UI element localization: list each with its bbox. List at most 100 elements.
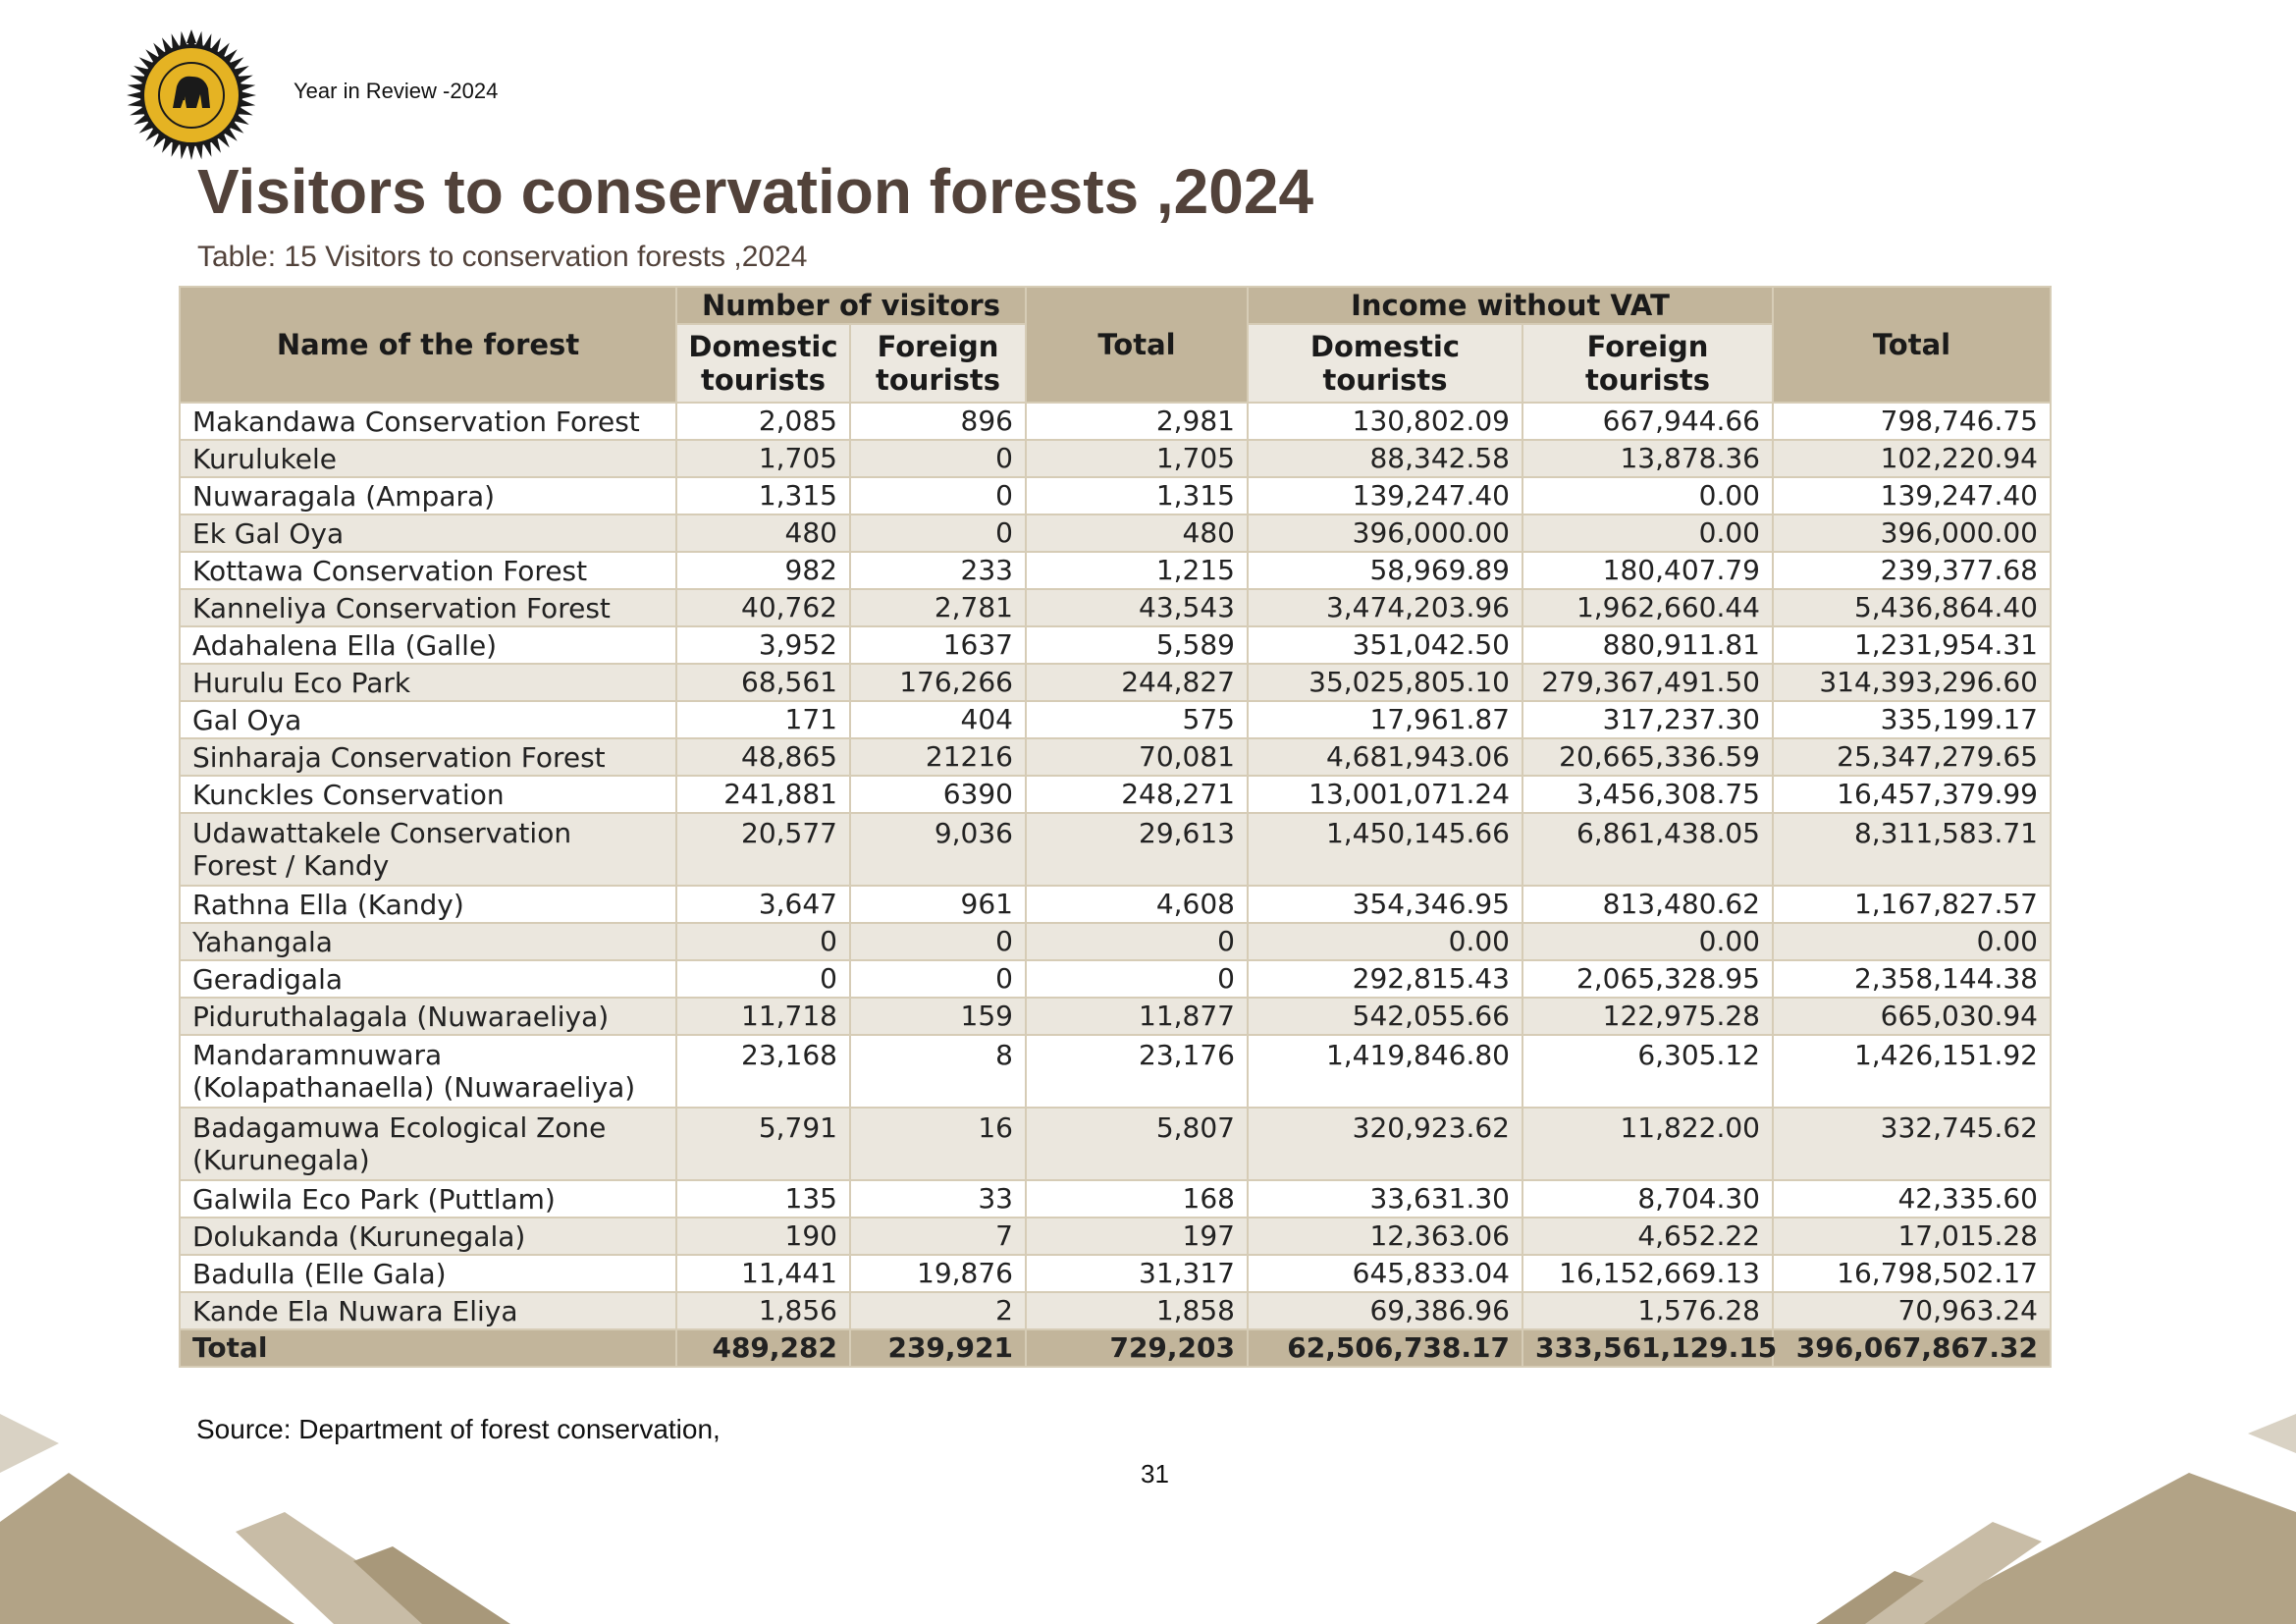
forest-name-cell: Makandawa Conservation Forest	[179, 402, 677, 441]
income-domestic-cell: 17,961.87	[1247, 700, 1523, 739]
header-income-total: Total	[1772, 286, 2052, 404]
forest-name-cell: Nuwaragala (Ampara)	[179, 476, 677, 515]
visitors-domestic-cell: 40,762	[675, 588, 851, 627]
income-domestic-cell: 130,802.09	[1247, 402, 1523, 441]
income-total-cell: 332,745.62	[1772, 1107, 2052, 1181]
income-total-cell: 8,311,583.71	[1772, 812, 2052, 887]
seal-ray	[171, 33, 181, 50]
visitors-total-cell: 5,807	[1025, 1107, 1249, 1181]
income-total-cell: 239,377.68	[1772, 551, 2052, 590]
total-label: Total	[179, 1328, 677, 1368]
table-row: Makandawa Conservation Forest 2,085 896 2,9…	[179, 402, 2052, 441]
source-note: Source: Department of forest conservatio…	[196, 1414, 721, 1444]
seal-ray	[180, 142, 188, 160]
total-income-total: 396,067,867.32	[1772, 1328, 2052, 1368]
income-foreign-cell: 0.00	[1522, 514, 1774, 553]
visitors-foreign-cell: 6390	[849, 775, 1027, 814]
visitors-total-cell: 11,877	[1025, 997, 1249, 1036]
forest-name-cell: Kurulukele	[179, 439, 677, 478]
seal-ray	[127, 98, 144, 107]
income-total-cell: 42,335.60	[1772, 1179, 2052, 1218]
header-income-foreign: Foreign tourists	[1522, 323, 1774, 404]
header-income-without-vat: Income without VAT	[1247, 286, 1774, 325]
income-foreign-cell: 317,237.30	[1522, 700, 1774, 739]
income-domestic-cell: 320,923.62	[1247, 1107, 1523, 1181]
income-domestic-cell: 396,000.00	[1247, 514, 1523, 553]
visitors-total-cell: 4,608	[1025, 885, 1249, 924]
income-foreign-cell: 1,962,660.44	[1522, 588, 1774, 627]
visitors-foreign-cell: 33	[849, 1179, 1027, 1218]
table-row: Ek Gal Oya 480 0 480 396,000.00 0.00 396,000.0…	[179, 514, 2052, 553]
visitors-total-cell: 70,081	[1025, 737, 1249, 777]
forest-name-cell: Kottawa Conservation Forest	[179, 551, 677, 590]
table-row: Dolukanda (Kurunegala) 190 7 197 12,363.06 4,…	[179, 1217, 2052, 1256]
header-visitors-total: Total	[1025, 286, 1249, 404]
visitors-total-cell: 480	[1025, 514, 1249, 553]
visitors-domestic-cell: 0	[675, 922, 851, 961]
income-domestic-cell: 58,969.89	[1247, 551, 1523, 590]
visitors-domestic-cell: 1,315	[675, 476, 851, 515]
forest-name-cell: Hurulu Eco Park	[179, 663, 677, 702]
forest-name-cell: Kande Ela Nuwara Eliya	[179, 1291, 677, 1330]
income-domestic-cell: 35,025,805.10	[1247, 663, 1523, 702]
income-total-cell: 396,000.00	[1772, 514, 2052, 553]
table-row: Nuwaragala (Ampara) 1,315 0 1,315 139,247.40…	[179, 476, 2052, 515]
visitors-table: Name of the forest Number of visitors To…	[179, 286, 2052, 1368]
visitors-total-cell: 168	[1025, 1179, 1249, 1218]
visitors-foreign-cell: 0	[849, 476, 1027, 515]
visitors-total-cell: 1,705	[1025, 439, 1249, 478]
table-caption: Table: 15 Visitors to conservation fores…	[197, 241, 808, 273]
visitors-total-cell: 2,981	[1025, 402, 1249, 441]
visitors-foreign-cell: 21216	[849, 737, 1027, 777]
income-foreign-cell: 1,576.28	[1522, 1291, 1774, 1330]
visitors-domestic-cell: 1,856	[675, 1291, 851, 1330]
forest-name-cell: Udawattakele Conservation Forest / Kandy	[179, 812, 677, 887]
table-row: Kanneliya Conservation Forest 40,762 2,781…	[179, 588, 2052, 627]
income-foreign-cell: 667,944.66	[1522, 402, 1774, 441]
income-total-cell: 335,199.17	[1772, 700, 2052, 739]
visitors-domestic-cell: 11,718	[675, 997, 851, 1036]
header-number-of-visitors: Number of visitors	[675, 286, 1027, 325]
visitors-domestic-cell: 3,647	[675, 885, 851, 924]
income-total-cell: 2,358,144.38	[1772, 959, 2052, 999]
table-body: Makandawa Conservation Forest 2,085 896 2,9…	[179, 402, 2052, 1330]
income-foreign-cell: 6,861,438.05	[1522, 812, 1774, 887]
visitors-domestic-cell: 11,441	[675, 1254, 851, 1293]
seal-ray	[187, 143, 195, 160]
table-row: Hurulu Eco Park 68,561 176,266 244,827 35,02…	[179, 663, 2052, 702]
visitors-domestic-cell: 171	[675, 700, 851, 739]
header-visitors-domestic: Domestic tourists	[675, 323, 851, 404]
income-domestic-cell: 1,419,846.80	[1247, 1034, 1523, 1109]
income-total-cell: 102,220.94	[1772, 439, 2052, 478]
seal-ray	[239, 83, 256, 92]
visitors-total-cell: 29,613	[1025, 812, 1249, 887]
income-total-cell: 17,015.28	[1772, 1217, 2052, 1256]
income-domestic-cell: 1,450,145.66	[1247, 812, 1523, 887]
visitors-total-cell: 1,315	[1025, 476, 1249, 515]
forest-name-cell: Rathna Ella (Kandy)	[179, 885, 677, 924]
income-total-cell: 798,746.75	[1772, 402, 2052, 441]
forest-name-cell: Galwila Eco Park (Puttlam)	[179, 1179, 677, 1218]
income-total-cell: 16,457,379.99	[1772, 775, 2052, 814]
visitors-foreign-cell: 896	[849, 402, 1027, 441]
income-total-cell: 1,426,151.92	[1772, 1034, 2052, 1109]
total-income-foreign: 333,561,129.15	[1522, 1328, 1777, 1368]
income-domestic-cell: 4,681,943.06	[1247, 737, 1523, 777]
visitors-total-cell: 43,543	[1025, 588, 1249, 627]
income-total-cell: 70,963.24	[1772, 1291, 2052, 1330]
visitors-domestic-cell: 135	[675, 1179, 851, 1218]
header-name-of-forest: Name of the forest	[179, 286, 677, 404]
income-domestic-cell: 88,342.58	[1247, 439, 1523, 478]
total-visitors-foreign: 239,921	[849, 1328, 1027, 1368]
seal-ray	[237, 106, 253, 116]
forest-name-cell: Geradigala	[179, 959, 677, 999]
income-domestic-cell: 351,042.50	[1247, 625, 1523, 665]
visitors-total-cell: 0	[1025, 922, 1249, 961]
forest-name-cell: Piduruthalagala (Nuwaraeliya)	[179, 997, 677, 1036]
visitors-domestic-cell: 190	[675, 1217, 851, 1256]
visitors-domestic-cell: 20,577	[675, 812, 851, 887]
forest-name-cell: Gal Oya	[179, 700, 677, 739]
visitors-foreign-cell: 0	[849, 922, 1027, 961]
income-domestic-cell: 3,474,203.96	[1247, 588, 1523, 627]
seal-ray	[194, 30, 203, 48]
